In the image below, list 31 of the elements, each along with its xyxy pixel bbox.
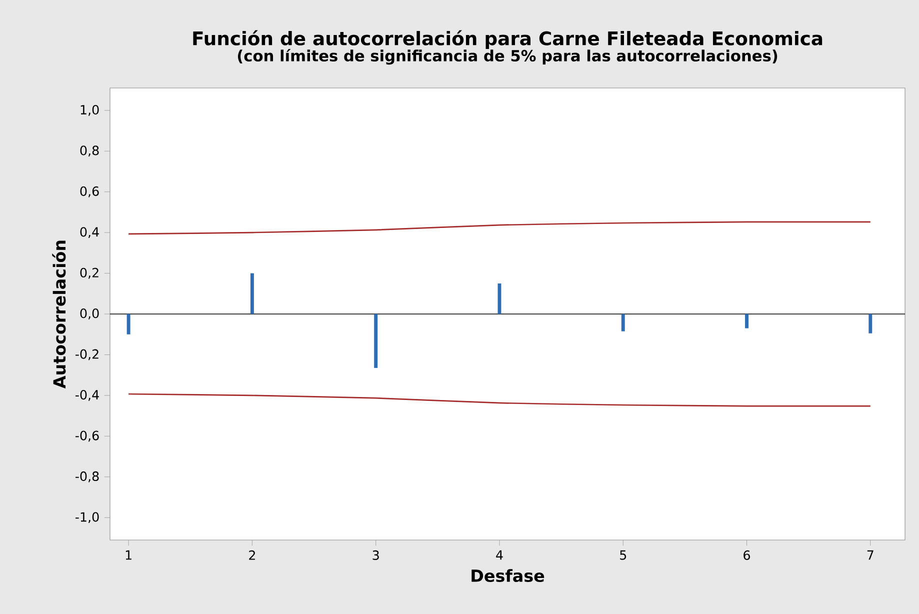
bar <box>868 314 872 334</box>
chart-title: Función de autocorrelación para Carne Fileteada Economica <box>193 30 822 50</box>
x-tick-label: 5 <box>620 550 626 560</box>
x-axis-title: Desfase <box>472 569 544 582</box>
x-tick-label: 2 <box>249 550 255 560</box>
y-tick-label: -0,6 <box>76 430 99 442</box>
bar <box>621 314 625 332</box>
y-tick-label: 0,2 <box>80 268 98 279</box>
line-series <box>128 221 872 235</box>
y-tick-label: 0,0 <box>80 308 99 320</box>
x-tick-label: 7 <box>867 550 874 560</box>
y-axis-title: Autocorrelación <box>52 240 66 388</box>
line-series <box>128 393 872 407</box>
bar <box>374 314 378 368</box>
bar <box>250 273 254 314</box>
y-tick-label: 0,6 <box>80 186 99 198</box>
bar <box>126 314 130 334</box>
x-tick-label: 6 <box>744 550 750 560</box>
y-tick-label: -1,0 <box>76 512 99 524</box>
bar <box>745 314 748 328</box>
bar <box>498 283 502 314</box>
x-tick-label: 1 <box>126 550 132 560</box>
y-tick-label: 0,4 <box>80 227 99 238</box>
x-tick-label: 3 <box>372 550 379 560</box>
x-tick-label: 4 <box>496 550 503 560</box>
y-tick-label: 0,8 <box>80 146 99 157</box>
y-tick-label: -0,8 <box>76 471 99 482</box>
chart-subtitle: (con límites de significancia de 5% para las autocorrelaciones) <box>238 49 778 65</box>
y-tick-label: -0,2 <box>76 349 98 360</box>
y-tick-label: -0,4 <box>76 390 99 401</box>
y-tick-label: 1,0 <box>80 104 99 116</box>
